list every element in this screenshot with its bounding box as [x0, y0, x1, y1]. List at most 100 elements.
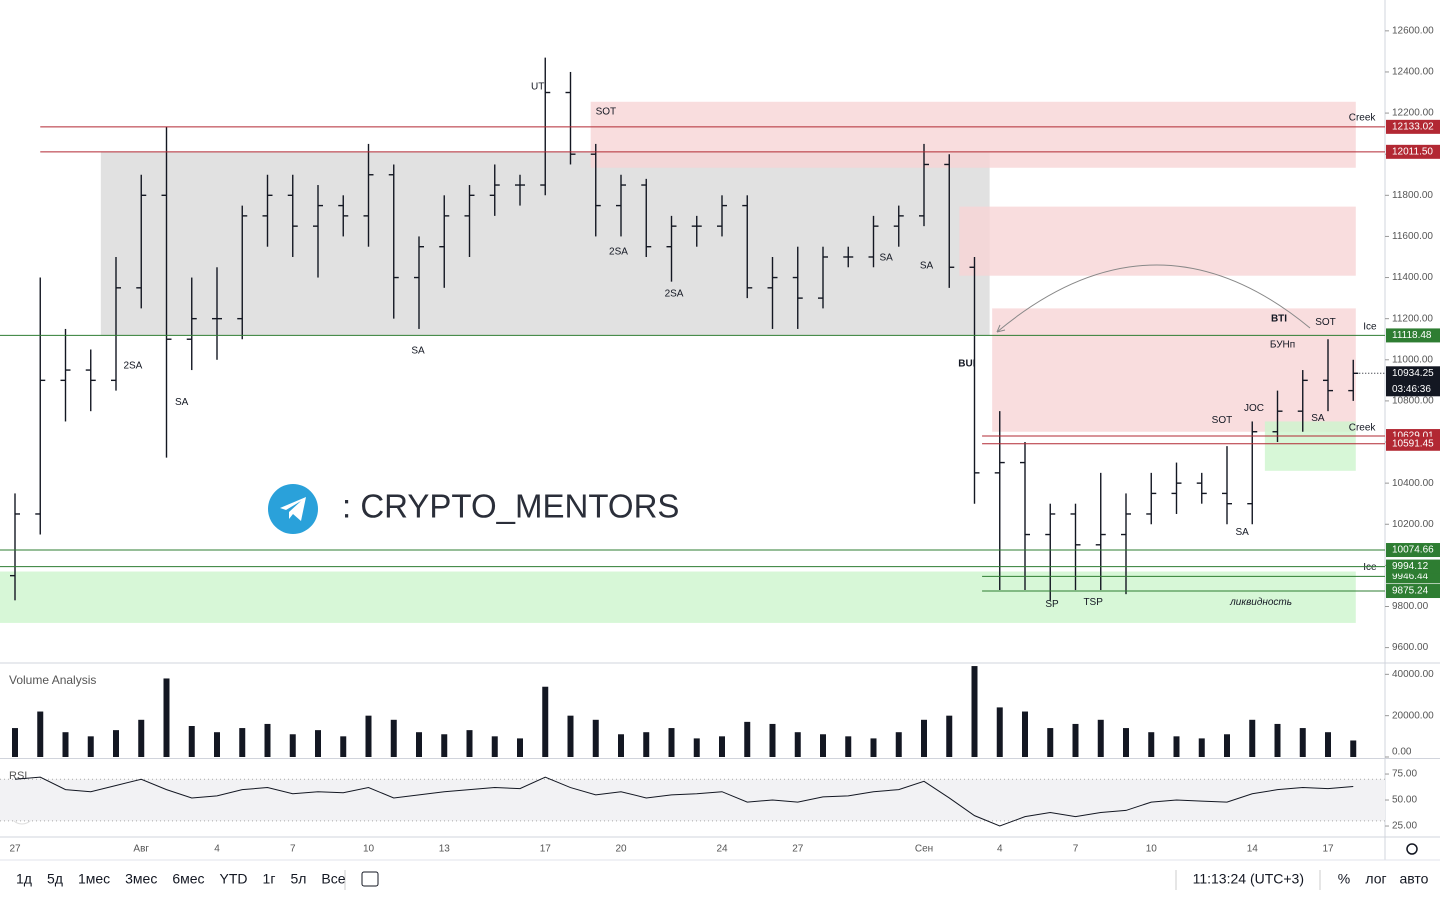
level-label: 9875.24	[1392, 586, 1429, 597]
x-tick-label: 7	[1073, 844, 1079, 855]
y-tick-label: 40000.00	[1392, 669, 1434, 680]
volume-bar	[1173, 736, 1180, 757]
x-tick-label: 4	[214, 844, 220, 855]
axis-option[interactable]: лог	[1365, 871, 1386, 887]
settings-icon[interactable]	[1406, 843, 1418, 855]
pane-title: Volume Analysis	[9, 673, 96, 687]
y-tick-label: 12400.00	[1392, 67, 1434, 78]
volume-bar	[214, 732, 220, 757]
range-button[interactable]: 1мес	[78, 871, 110, 887]
last-price-box	[1386, 366, 1440, 397]
zone	[590, 101, 1356, 168]
volume-bar	[365, 715, 372, 757]
range-button[interactable]: Все	[321, 871, 345, 887]
y-tick-label: 9800.00	[1392, 601, 1429, 612]
volume-bar	[1350, 740, 1357, 757]
y-tick-label: 25.00	[1392, 821, 1417, 832]
volume-bar	[1299, 728, 1306, 757]
volume-bar	[643, 732, 650, 757]
annotation: Ice	[1363, 321, 1377, 332]
volume-bar	[946, 715, 953, 757]
volume-bar	[996, 707, 1003, 757]
range-button[interactable]: 1д	[16, 871, 32, 887]
x-tick-label: 27	[792, 844, 804, 855]
y-tick-label: 10200.00	[1392, 519, 1434, 530]
volume-bar	[491, 736, 498, 757]
volume-bar	[264, 723, 271, 757]
y-tick-label: 10400.00	[1392, 478, 1434, 489]
volume-bar	[340, 736, 347, 757]
y-tick-label: 0.00	[1392, 747, 1412, 758]
volume-bar	[794, 732, 801, 757]
telegram-plane	[280, 497, 306, 521]
axis-option[interactable]: авто	[1400, 871, 1429, 887]
x-tick-label: 27	[9, 844, 21, 855]
volume-bar	[719, 736, 725, 757]
annotation: SA	[1235, 527, 1249, 538]
annotation: SP	[1045, 599, 1059, 610]
annotation: Creek	[1349, 112, 1377, 123]
x-tick-label: 17	[540, 844, 552, 855]
volume-bar	[138, 719, 145, 757]
volume-bar	[315, 730, 321, 757]
rsi-band	[0, 779, 1385, 821]
x-tick-label: 4	[997, 844, 1003, 855]
plot	[10, 57, 1359, 601]
date-range-icon[interactable]	[361, 871, 379, 887]
volume-bar	[390, 719, 397, 757]
volume-bar	[592, 719, 599, 757]
level-label-box	[1386, 144, 1440, 159]
volume-bar	[113, 730, 119, 757]
volume-bar	[466, 730, 473, 757]
volume-bar	[517, 738, 523, 757]
annotation: UT	[531, 81, 544, 92]
volume-bar	[769, 723, 776, 757]
annotation: Ice	[1363, 562, 1377, 573]
annotation: SOT	[596, 106, 617, 117]
range-button[interactable]: 1г	[263, 871, 276, 887]
annotation: 2SA	[665, 288, 684, 299]
y-tick-label: 12600.00	[1392, 25, 1434, 36]
arrow-head	[996, 324, 1006, 333]
range-button[interactable]: 5л	[290, 871, 306, 887]
volume-bar	[163, 678, 170, 757]
volume-bar	[1097, 719, 1104, 757]
rsi-line	[14, 776, 1354, 827]
volume-bar	[618, 734, 624, 757]
zone	[1264, 421, 1356, 471]
x-tick-label: Сен	[915, 844, 933, 855]
volume-bar	[744, 721, 751, 757]
x-tick-label: 7	[290, 844, 296, 855]
range-button[interactable]: 6мес	[172, 871, 204, 887]
volume-bar	[921, 719, 927, 757]
x-tick-label: 17	[1322, 844, 1334, 855]
x-tick-label: 20	[615, 844, 627, 855]
annotation: SOT	[1315, 317, 1336, 328]
annotation: 2SA	[123, 360, 142, 371]
annotation: JOC	[1244, 403, 1264, 414]
zone	[959, 206, 1356, 276]
volume-bar	[668, 728, 675, 757]
x-tick-label: Авг	[133, 844, 149, 855]
axis-option[interactable]: %	[1338, 871, 1350, 887]
countdown: 03:46:36	[1392, 384, 1431, 395]
level-label-box	[1386, 543, 1440, 558]
annotation: 2SA	[609, 246, 628, 257]
volume-bar	[62, 732, 69, 757]
volume-bar	[87, 736, 94, 757]
level-label: 9994.12	[1392, 561, 1429, 572]
volume-bar	[1224, 734, 1230, 757]
volume-bar	[542, 686, 549, 757]
y-tick-label: 10800.00	[1392, 396, 1434, 407]
range-button[interactable]: 5д	[47, 871, 63, 887]
range-button[interactable]: 3мес	[125, 871, 157, 887]
level-label-box	[1386, 559, 1440, 574]
volume-bar	[1022, 711, 1028, 757]
volume-bar	[1047, 728, 1054, 757]
zone	[0, 571, 1356, 623]
range-button[interactable]: YTD	[220, 871, 248, 887]
annotation: Creek	[1349, 422, 1377, 433]
level-label-box	[1386, 119, 1440, 134]
